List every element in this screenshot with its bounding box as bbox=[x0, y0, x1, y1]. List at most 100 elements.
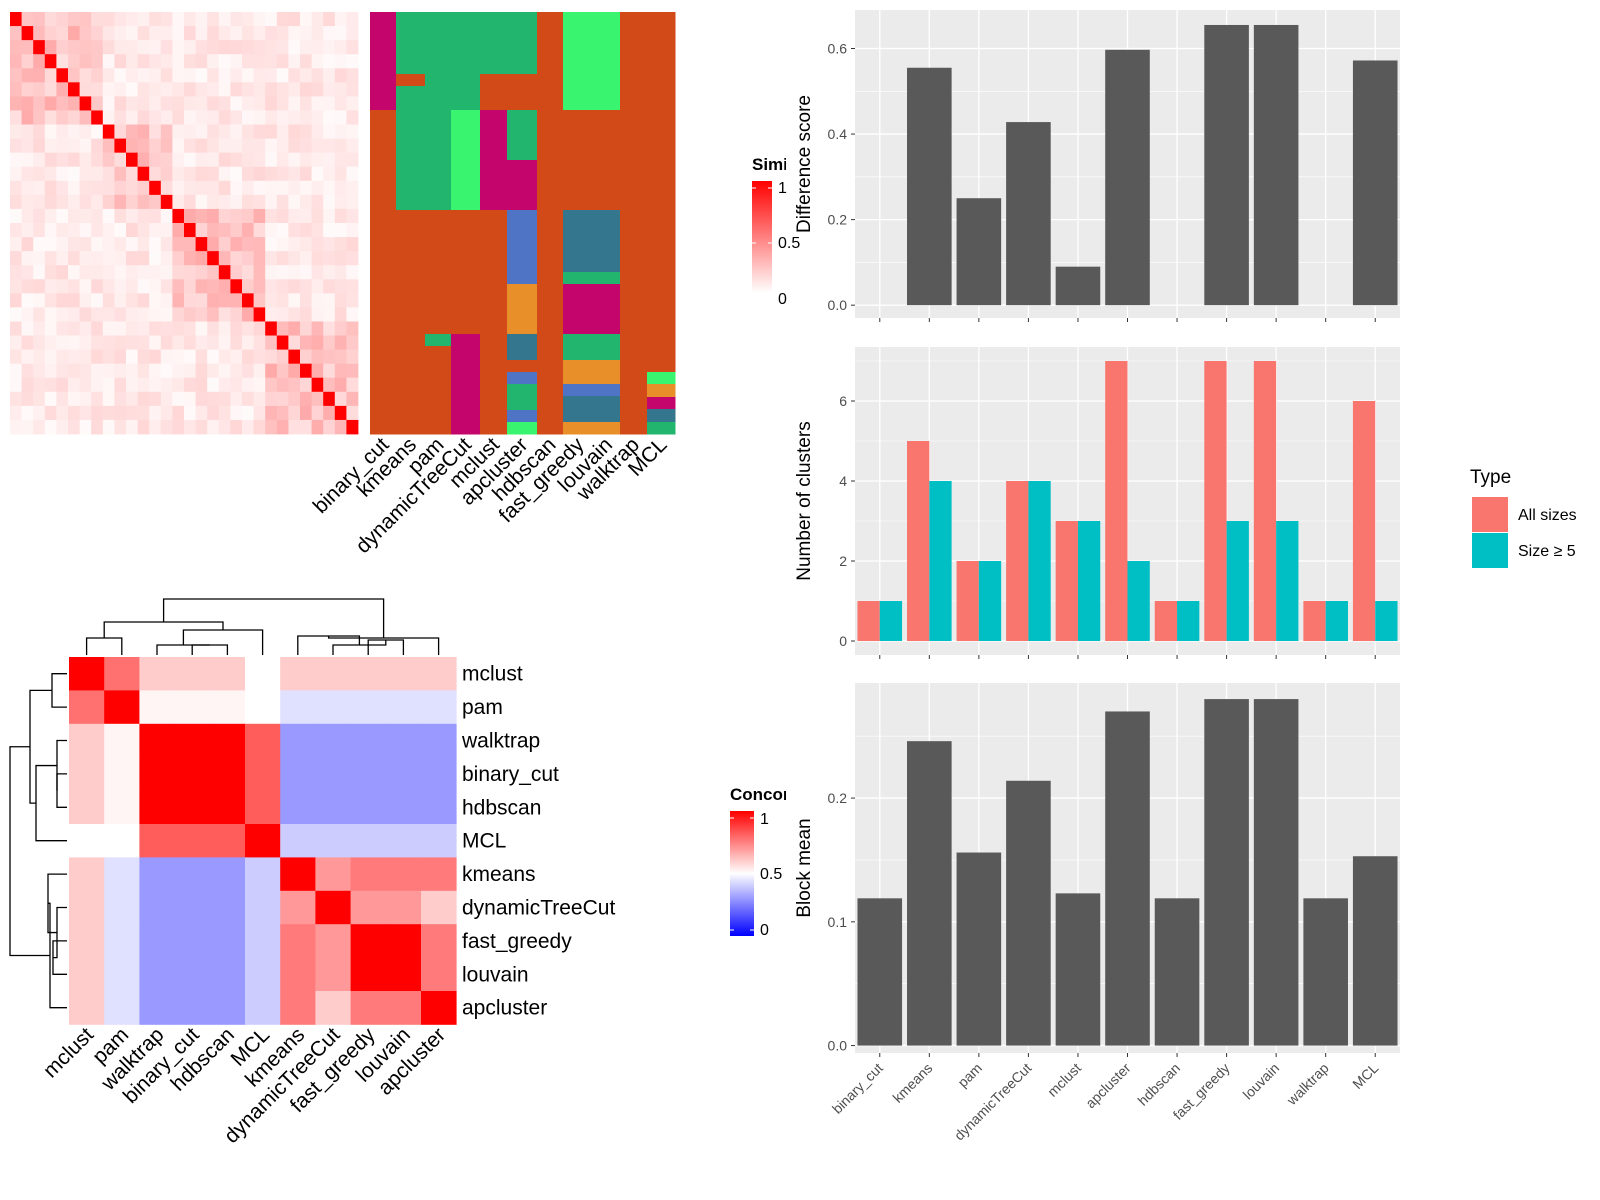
similarity-cell bbox=[230, 12, 243, 27]
similarity-cell bbox=[91, 335, 104, 350]
similarity-cell bbox=[160, 138, 173, 154]
similarity-cell bbox=[137, 223, 150, 238]
similarity-cell bbox=[68, 68, 80, 83]
concordance-cell bbox=[421, 991, 457, 1025]
similarity-cell bbox=[276, 335, 289, 350]
concordance-cell bbox=[315, 824, 351, 858]
similarity-cell bbox=[21, 194, 34, 210]
similarity-cell bbox=[91, 419, 104, 435]
similarity-cell bbox=[300, 293, 312, 308]
similarity-cell bbox=[126, 96, 138, 111]
similarity-cell bbox=[184, 307, 196, 322]
similarity-cell bbox=[44, 419, 57, 435]
concordance-cell bbox=[174, 890, 211, 925]
similarity-cell bbox=[102, 335, 115, 350]
similarity-cell bbox=[253, 307, 266, 322]
concordance-cell bbox=[69, 890, 105, 925]
similarity-cell bbox=[288, 54, 301, 69]
similarity-cell bbox=[311, 321, 324, 336]
similarity-cell bbox=[276, 124, 289, 139]
concordance-row-label: walktrap bbox=[461, 730, 540, 753]
similarity-cell bbox=[10, 138, 22, 154]
similarity-cell bbox=[242, 377, 254, 393]
x-tick-label: MCL bbox=[1349, 1060, 1381, 1092]
similarity-cell bbox=[44, 110, 57, 125]
similarity-cell bbox=[91, 54, 104, 69]
similarity-cell bbox=[44, 265, 57, 280]
similarity-cell bbox=[33, 279, 46, 294]
concordance-cell bbox=[350, 924, 387, 958]
similarity-cell bbox=[195, 265, 208, 280]
bar-all-sizes-dynamicTreeCut bbox=[1006, 481, 1029, 641]
similarity-cell bbox=[242, 321, 254, 336]
similarity-cell bbox=[311, 138, 324, 154]
similarity-cell bbox=[33, 68, 46, 83]
similarity-cell bbox=[346, 265, 359, 280]
similarity-cell bbox=[126, 138, 138, 154]
similarity-cell bbox=[10, 208, 22, 224]
similarity-cell bbox=[137, 194, 150, 210]
similarity-cell bbox=[334, 363, 347, 379]
similarity-cell bbox=[300, 40, 312, 55]
cluster-cell-mclust bbox=[480, 160, 508, 211]
similarity-cell bbox=[184, 349, 196, 365]
similarity-cell bbox=[68, 363, 80, 379]
concordance-cell bbox=[104, 857, 140, 892]
similarity-cell bbox=[300, 208, 312, 224]
similarity-cell bbox=[21, 82, 34, 97]
similarity-cell bbox=[218, 293, 231, 308]
similarity-cell bbox=[160, 363, 173, 379]
similarity-cell bbox=[253, 138, 266, 154]
similarity-cell bbox=[323, 138, 336, 154]
similarity-cell bbox=[102, 194, 115, 210]
similarity-cell bbox=[114, 68, 127, 83]
concordance-cell bbox=[174, 757, 211, 791]
similarity-cell bbox=[184, 138, 196, 154]
cluster-cell-louvain bbox=[593, 272, 621, 285]
similarity-cell bbox=[149, 293, 162, 308]
similarity-cell bbox=[149, 321, 162, 336]
similarity-cell bbox=[195, 405, 208, 421]
concordance-row-label: pam bbox=[462, 696, 503, 719]
similarity-cell bbox=[195, 223, 208, 238]
similarity-cell bbox=[218, 54, 231, 69]
similarity-cell bbox=[114, 208, 127, 224]
similarity-cell bbox=[44, 82, 57, 97]
bar-all-sizes-kmeans bbox=[907, 441, 930, 641]
bar-size5-pam bbox=[978, 561, 1002, 641]
similarity-cell bbox=[300, 26, 312, 41]
similarity-cell bbox=[184, 237, 196, 252]
type-legend-key-all-sizes bbox=[1472, 497, 1508, 532]
similarity-cell bbox=[172, 335, 185, 350]
similarity-cell bbox=[68, 166, 80, 182]
similarity-cell bbox=[56, 194, 69, 210]
concordance-cell bbox=[69, 790, 105, 825]
similarity-cell bbox=[288, 82, 301, 97]
similarity-cell bbox=[242, 54, 254, 69]
similarity-cell bbox=[218, 237, 231, 252]
similarity-cell bbox=[33, 82, 46, 97]
cluster-cell-louvain bbox=[593, 422, 621, 435]
similarity-cell bbox=[102, 223, 115, 238]
similarity-cell bbox=[195, 110, 208, 125]
x-tick-label: louvain bbox=[1240, 1060, 1283, 1103]
similarity-cell bbox=[172, 82, 185, 97]
cluster-cell-MCL bbox=[647, 12, 676, 373]
similarity-cell bbox=[56, 419, 69, 435]
similarity-cell bbox=[346, 279, 359, 294]
concordance-cell bbox=[315, 957, 351, 992]
similarity-cell bbox=[230, 405, 243, 421]
similarity-cell bbox=[114, 335, 127, 350]
similarity-cell bbox=[126, 307, 138, 322]
similarity-cell bbox=[323, 96, 336, 111]
dendrogram-branch bbox=[85, 637, 123, 655]
cluster-cell-binary_cut bbox=[370, 110, 397, 435]
similarity-cell bbox=[56, 293, 69, 308]
similarity-cell bbox=[114, 265, 127, 280]
similarity-cell bbox=[44, 335, 57, 350]
similarity-cell bbox=[323, 279, 336, 294]
similarity-cell bbox=[288, 166, 301, 182]
concordance-cell bbox=[69, 857, 105, 892]
similarity-cell bbox=[91, 26, 104, 41]
